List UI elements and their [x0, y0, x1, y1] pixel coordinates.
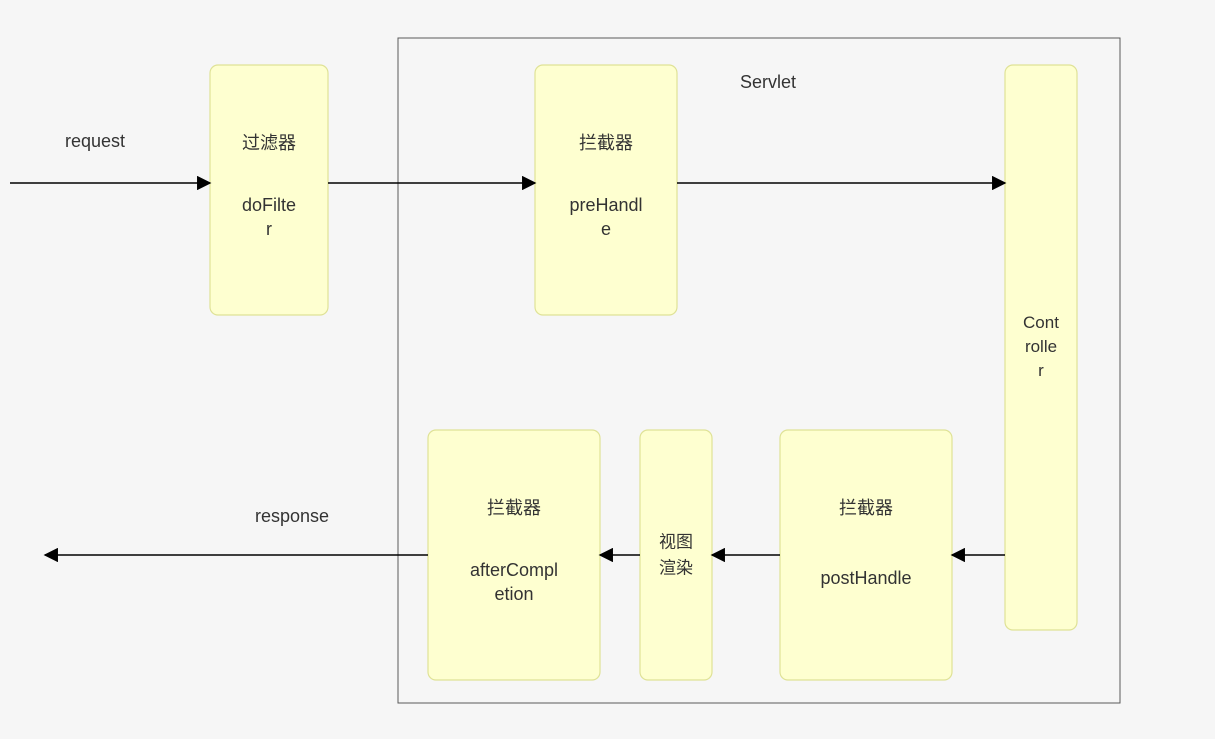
- filter-node-box: [210, 65, 328, 315]
- controller-node-label-line-1: rolle: [1025, 337, 1057, 356]
- prehandle-node-label-line-1: preHandl: [569, 195, 642, 215]
- prehandle-node-label-line-0: 拦截器: [579, 133, 633, 153]
- posthandle-node-label-line-0: 拦截器: [839, 498, 893, 518]
- servlet-container-label: Servlet: [740, 72, 796, 92]
- aftercompletion-node-label-line-1: afterCompl: [470, 560, 558, 580]
- render-node-label-line-0: 视图: [659, 532, 693, 551]
- controller-node-label-line-0: Cont: [1023, 313, 1059, 332]
- prehandle-node-label-line-2: e: [601, 219, 611, 239]
- prehandle-node-box: [535, 65, 677, 315]
- posthandle-node-box: [780, 430, 952, 680]
- render-node-box: [640, 430, 712, 680]
- posthandle-node-label-line-1: postHandle: [820, 568, 911, 588]
- aftercompletion-node-box: [428, 430, 600, 680]
- filter-node-label-line-1: doFilte: [242, 195, 296, 215]
- aftercompletion-node-label-line-0: 拦截器: [487, 498, 541, 518]
- response-label: response: [255, 506, 329, 526]
- aftercompletion-node-label-line-2: etion: [494, 584, 533, 604]
- controller-node-label-line-2: r: [1038, 361, 1044, 380]
- filter-node-label-line-2: r: [266, 219, 272, 239]
- diagram-canvas: Servlet 过滤器 doFilte r 拦截器 preHandl e Cont rolle r…: [0, 0, 1215, 739]
- render-node-label-line-1: 渲染: [659, 558, 693, 577]
- request-label: request: [65, 131, 125, 151]
- filter-node-label-line-0: 过滤器: [242, 133, 296, 153]
